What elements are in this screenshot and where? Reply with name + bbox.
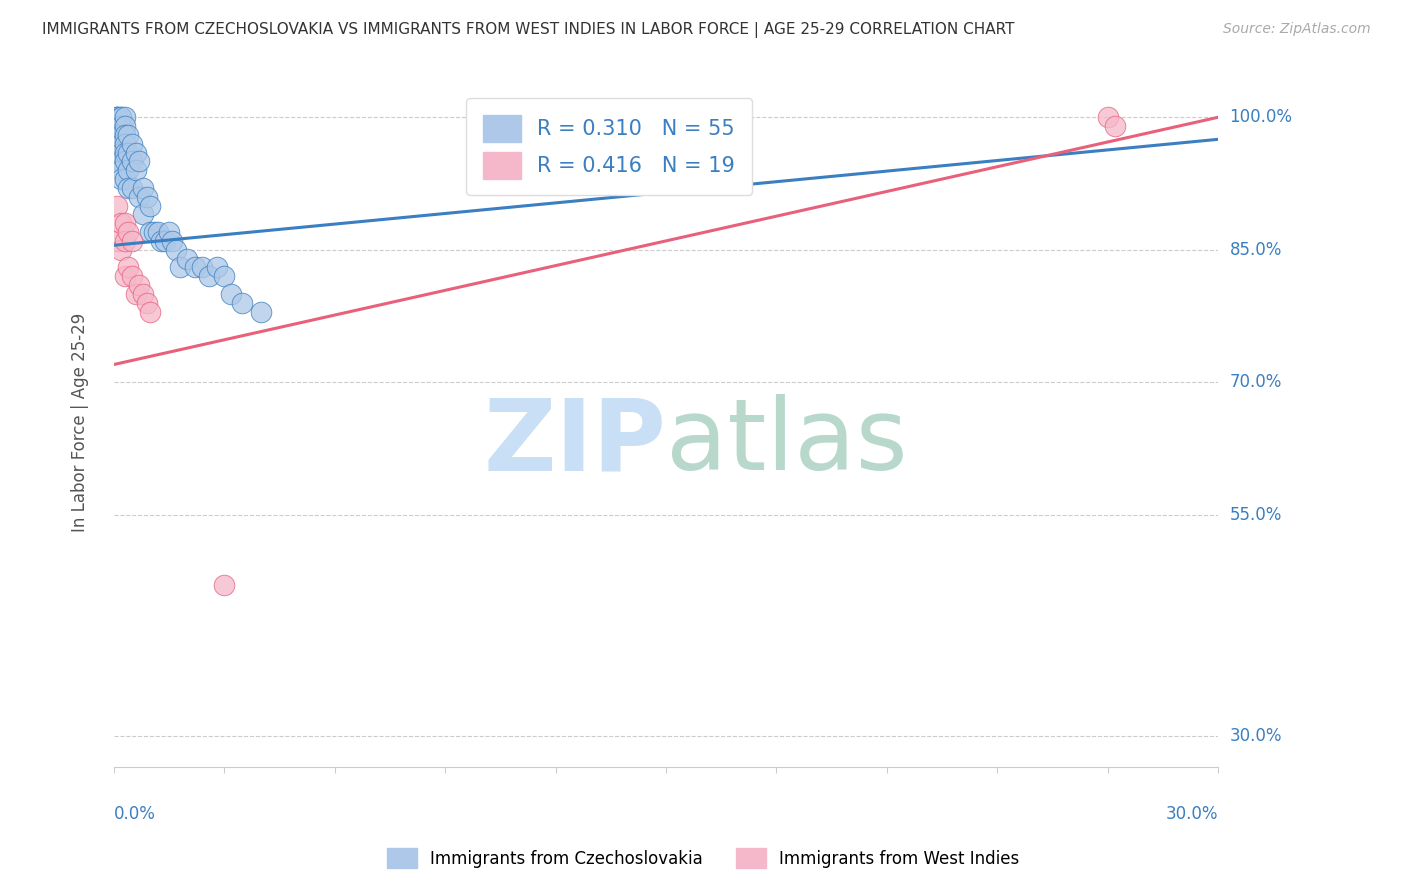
Text: 85.0%: 85.0% — [1230, 241, 1282, 259]
Point — [114, 145, 136, 160]
Point — [128, 278, 150, 293]
Text: 30.0%: 30.0% — [1166, 805, 1219, 823]
Point — [1104, 119, 1126, 133]
Point — [183, 260, 205, 275]
Point — [162, 234, 184, 248]
Point — [124, 163, 146, 178]
Text: 70.0%: 70.0% — [1230, 373, 1282, 392]
Point — [139, 225, 162, 239]
Point — [117, 163, 139, 178]
Point — [121, 136, 143, 151]
Point — [169, 260, 191, 275]
Point — [110, 172, 132, 186]
Point — [121, 154, 143, 169]
Point — [124, 145, 146, 160]
Point — [114, 119, 136, 133]
Point — [139, 304, 162, 318]
Point — [105, 110, 128, 124]
Point — [110, 110, 132, 124]
Point — [114, 154, 136, 169]
Text: ZIP: ZIP — [484, 394, 666, 491]
Point — [132, 286, 155, 301]
Point — [153, 234, 176, 248]
Legend: R = 0.310   N = 55, R = 0.416   N = 19: R = 0.310 N = 55, R = 0.416 N = 19 — [467, 98, 752, 195]
Point — [135, 190, 157, 204]
Point — [150, 234, 173, 248]
Point — [105, 110, 128, 124]
Point — [105, 234, 128, 248]
Point — [110, 128, 132, 142]
Text: 100.0%: 100.0% — [1230, 108, 1292, 126]
Point — [176, 252, 198, 266]
Text: 55.0%: 55.0% — [1230, 506, 1282, 524]
Point — [128, 154, 150, 169]
Point — [114, 172, 136, 186]
Text: 0.0%: 0.0% — [114, 805, 156, 823]
Point — [135, 295, 157, 310]
Point — [110, 163, 132, 178]
Point — [212, 269, 235, 284]
Point — [191, 260, 214, 275]
Point — [165, 243, 187, 257]
Point — [114, 110, 136, 124]
Point — [110, 119, 132, 133]
Point — [198, 269, 221, 284]
Point — [114, 128, 136, 142]
Point — [205, 260, 228, 275]
Point — [110, 216, 132, 230]
Point — [132, 207, 155, 221]
Point — [212, 578, 235, 592]
Point — [114, 234, 136, 248]
Point — [110, 154, 132, 169]
Point — [692, 110, 714, 124]
Text: atlas: atlas — [666, 394, 908, 491]
Point — [157, 225, 180, 239]
Legend: Immigrants from Czechoslovakia, Immigrants from West Indies: Immigrants from Czechoslovakia, Immigran… — [378, 839, 1028, 877]
Point — [114, 269, 136, 284]
Point — [139, 198, 162, 212]
Point — [128, 190, 150, 204]
Point — [110, 243, 132, 257]
Y-axis label: In Labor Force | Age 25-29: In Labor Force | Age 25-29 — [72, 312, 89, 532]
Text: Source: ZipAtlas.com: Source: ZipAtlas.com — [1223, 22, 1371, 37]
Point — [117, 260, 139, 275]
Point — [105, 110, 128, 124]
Point — [231, 295, 253, 310]
Point — [117, 145, 139, 160]
Point — [117, 181, 139, 195]
Point — [221, 286, 243, 301]
Point — [117, 225, 139, 239]
Point — [110, 110, 132, 124]
Point — [114, 216, 136, 230]
Point — [121, 269, 143, 284]
Point — [105, 119, 128, 133]
Point — [121, 181, 143, 195]
Point — [132, 181, 155, 195]
Point — [617, 110, 640, 124]
Point — [110, 136, 132, 151]
Text: IMMIGRANTS FROM CZECHOSLOVAKIA VS IMMIGRANTS FROM WEST INDIES IN LABOR FORCE | A: IMMIGRANTS FROM CZECHOSLOVAKIA VS IMMIGR… — [42, 22, 1015, 38]
Text: 30.0%: 30.0% — [1230, 727, 1282, 745]
Point — [250, 304, 273, 318]
Point — [124, 286, 146, 301]
Point — [143, 225, 166, 239]
Point — [146, 225, 169, 239]
Point — [114, 136, 136, 151]
Point — [110, 145, 132, 160]
Point — [105, 198, 128, 212]
Point — [1097, 110, 1119, 124]
Point — [121, 234, 143, 248]
Point — [117, 128, 139, 142]
